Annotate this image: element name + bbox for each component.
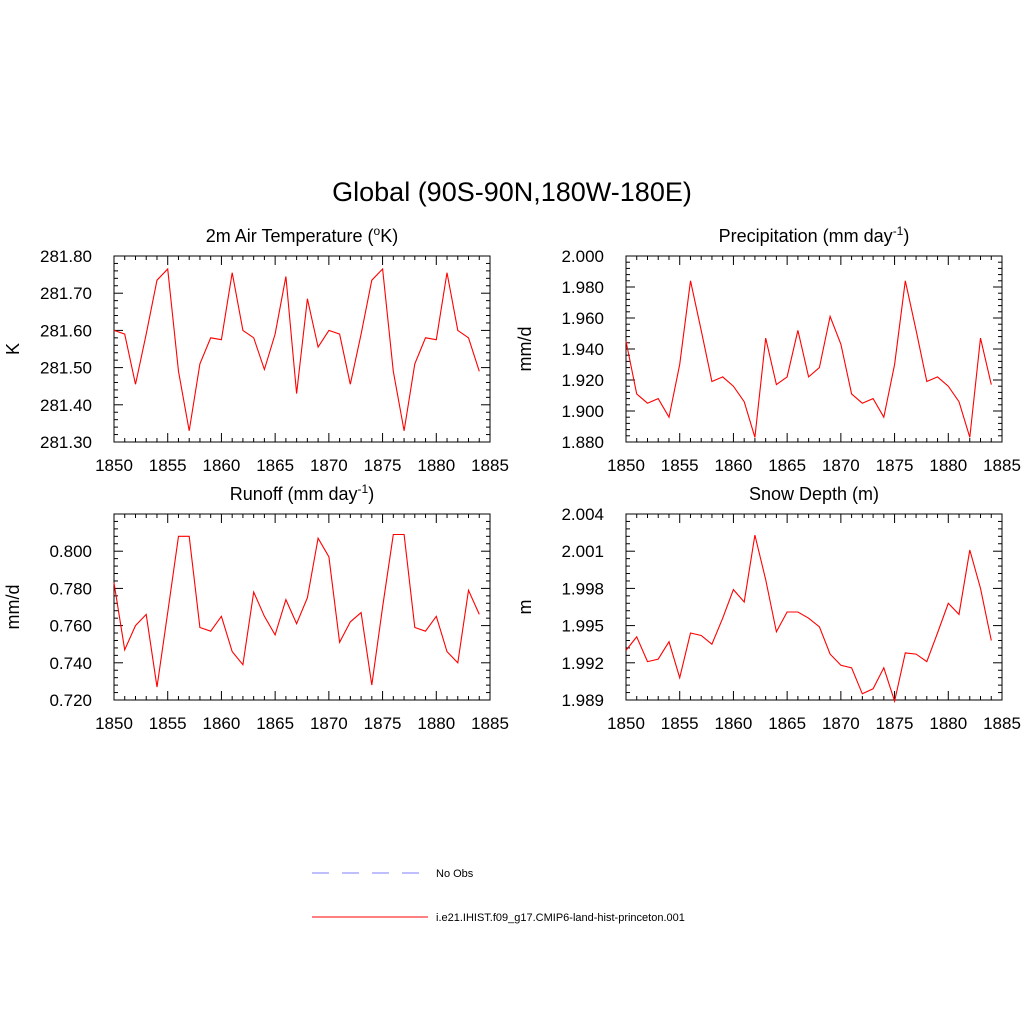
x-tick-label: 1880 — [417, 456, 455, 475]
y-tick-label: 281.40 — [40, 396, 92, 415]
y-tick-label: 281.50 — [40, 359, 92, 378]
plot-frame — [113, 255, 491, 443]
x-tick-label: 1860 — [203, 714, 241, 733]
x-tick-label: 1850 — [95, 714, 133, 733]
y-tick-label: 0.740 — [49, 654, 92, 673]
chart-panel-3: 1850 1855 1860 1865 1870 1875 1880 1885 0.720 0.7… — [3, 482, 509, 733]
x-tick-label: 1850 — [95, 456, 133, 475]
y-axis-label: mm/d — [3, 585, 23, 630]
panel-title: 2m Air Temperature (oK) — [206, 224, 398, 246]
x-tick-label: 1880 — [929, 456, 967, 475]
y-tick-label: 1.960 — [561, 309, 604, 328]
plot-frame — [625, 513, 1003, 701]
x-tick-label: 1870 — [310, 714, 348, 733]
y-tick-label: 1.920 — [561, 371, 604, 390]
x-tick-label: 1885 — [983, 456, 1021, 475]
y-axis-label: mm/d — [515, 327, 535, 372]
y-tick-label: 1.980 — [561, 278, 604, 297]
y-tick-label: 1.880 — [561, 433, 604, 452]
y-tick-label: 1.992 — [561, 654, 604, 673]
y-tick-label: 281.70 — [40, 284, 92, 303]
y-tick-label: 281.80 — [40, 247, 92, 266]
x-tick-label: 1855 — [149, 714, 187, 733]
legend-no-obs-label: No Obs — [436, 868, 474, 880]
x-tick-label: 1880 — [417, 714, 455, 733]
legend: No Obs i.e21.IHIST.f09_g17.CMIP6-land-hi… — [312, 868, 685, 924]
y-tick-label: 2.001 — [561, 542, 604, 561]
x-tick-label: 1860 — [715, 456, 753, 475]
legend-model-label: i.e21.IHIST.f09_g17.CMIP6-land-hist-prin… — [436, 912, 685, 924]
x-tick-label: 1870 — [822, 714, 860, 733]
series-line — [113, 267, 480, 431]
chart-panel-4: 1850 1855 1860 1865 1870 1875 1880 1885 1.989 1.9… — [515, 484, 1021, 733]
y-tick-label: 0.800 — [49, 542, 92, 561]
x-tick-label: 1875 — [364, 714, 402, 733]
x-tick-label: 1860 — [203, 456, 241, 475]
panel-title: Precipitation (mm day-1) — [719, 224, 910, 246]
y-tick-label: 1.998 — [561, 579, 604, 598]
series-line — [625, 534, 992, 704]
series-line — [625, 280, 992, 438]
x-tick-label: 1850 — [607, 714, 645, 733]
y-tick-label: 0.760 — [49, 617, 92, 636]
plot-frame — [113, 513, 491, 701]
x-tick-label: 1885 — [471, 456, 509, 475]
series-line — [113, 533, 480, 688]
x-tick-label: 1855 — [661, 714, 699, 733]
x-tick-label: 1850 — [607, 456, 645, 475]
y-tick-label: 2.000 — [561, 247, 604, 266]
x-tick-label: 1875 — [876, 456, 914, 475]
y-axis-label: K — [3, 343, 23, 355]
y-tick-label: 281.60 — [40, 321, 92, 340]
x-tick-label: 1865 — [768, 456, 806, 475]
x-tick-label: 1885 — [983, 714, 1021, 733]
panel-title: Snow Depth (m) — [749, 484, 879, 504]
x-tick-label: 1870 — [310, 456, 348, 475]
chart-panel-2: 1850 1855 1860 1865 1870 1875 1880 1885 1.880 1.9… — [515, 224, 1021, 475]
x-tick-label: 1875 — [876, 714, 914, 733]
y-tick-label: 0.720 — [49, 691, 92, 710]
y-tick-label: 281.30 — [40, 433, 92, 452]
figure-title: Global (90S-90N,180W-180E) — [332, 177, 692, 207]
x-tick-label: 1870 — [822, 456, 860, 475]
chart-panel-1: 1850 1855 1860 1865 1870 1875 1880 1885 281.30 28… — [3, 224, 509, 475]
panel-title: Runoff (mm day-1) — [230, 482, 374, 504]
x-tick-label: 1865 — [256, 714, 294, 733]
plot-frame — [625, 255, 1003, 443]
y-tick-label: 1.940 — [561, 340, 604, 359]
y-tick-label: 1.995 — [561, 617, 604, 636]
chart-panels: 1850 1855 1860 1865 1870 1875 1880 1885 281.30 28… — [3, 224, 1021, 733]
x-tick-label: 1885 — [471, 714, 509, 733]
y-tick-label: 0.780 — [49, 579, 92, 598]
x-tick-label: 1860 — [715, 714, 753, 733]
x-tick-label: 1865 — [256, 456, 294, 475]
x-tick-label: 1865 — [768, 714, 806, 733]
x-tick-label: 1855 — [661, 456, 699, 475]
y-tick-label: 2.004 — [561, 505, 604, 524]
y-axis-label: m — [515, 600, 535, 615]
x-tick-label: 1855 — [149, 456, 187, 475]
y-tick-label: 1.900 — [561, 402, 604, 421]
x-tick-label: 1880 — [929, 714, 967, 733]
y-tick-label: 1.989 — [561, 691, 604, 710]
x-tick-label: 1875 — [364, 456, 402, 475]
